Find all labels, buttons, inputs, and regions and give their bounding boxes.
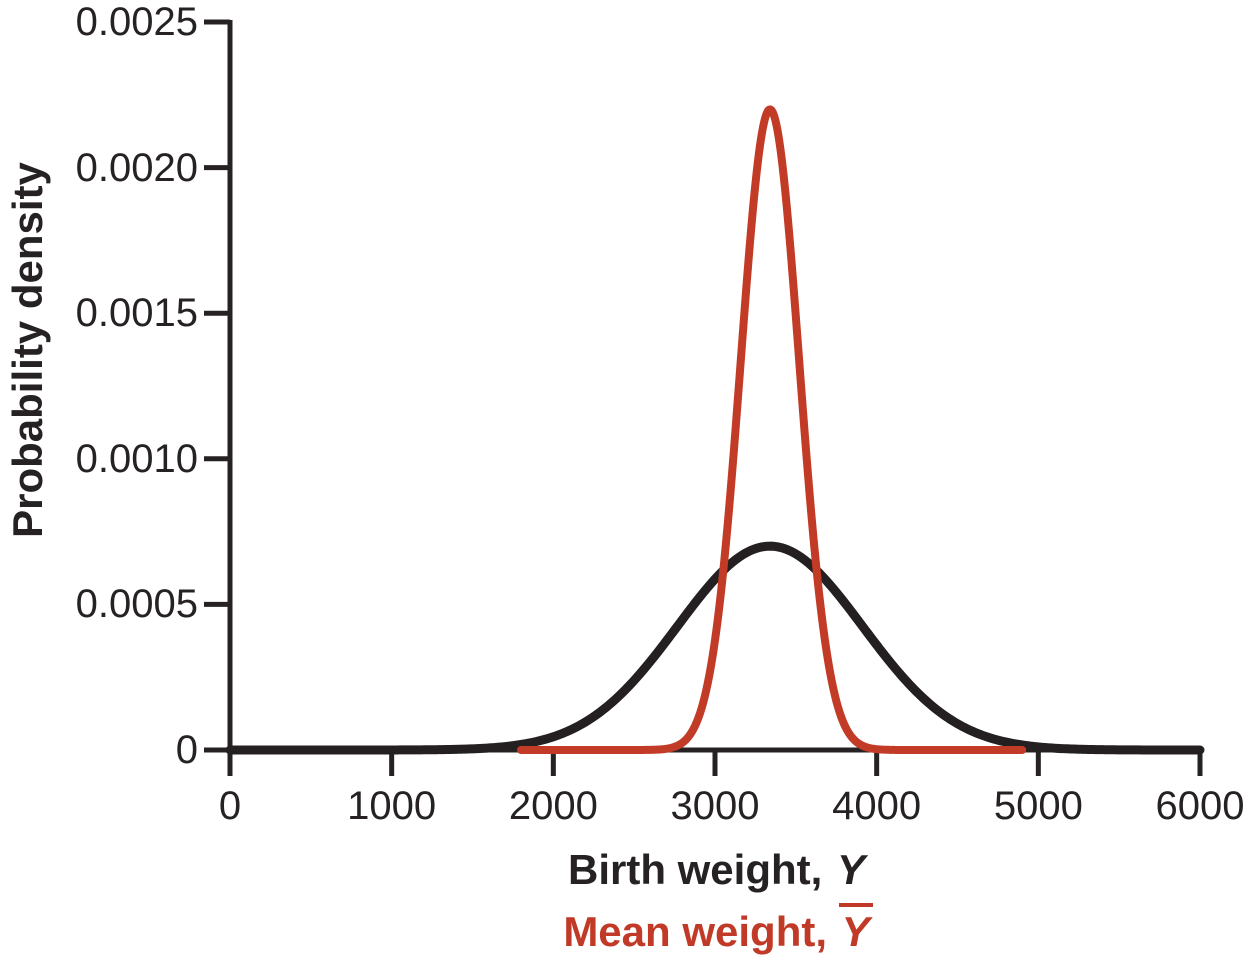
axes: [204, 19, 1203, 776]
x-tick-label: 1000: [347, 784, 437, 828]
x-tick-label: 3000: [670, 784, 760, 828]
y-tick-label: 0.0015: [75, 291, 198, 336]
x-tick-label: 5000: [993, 784, 1083, 828]
curve-birth-weight: [225, 541, 1205, 755]
x-tick-label: 6000: [1155, 784, 1245, 828]
x-axis-title-symbol: Y: [836, 846, 865, 893]
density-curves: [225, 105, 1205, 755]
y-tick-label: 0.0005: [75, 582, 198, 627]
red-series-caption-mean-weight: Mean weight, Y: [318, 903, 1118, 956]
x-tick-label: 4000: [832, 784, 922, 828]
x-tick-label: 0: [218, 784, 242, 828]
red-caption-text: Mean weight,: [563, 908, 839, 955]
x-axis-title-birth-weight: Birth weight, Y: [318, 846, 1118, 894]
y-tick-label: 0.0010: [75, 436, 198, 481]
y-tick-label: 0.0025: [75, 0, 198, 44]
curve-mean-weight: [517, 105, 1027, 754]
x-tick-label: 2000: [508, 784, 598, 828]
red-caption-symbol-ybar: Y: [838, 903, 873, 953]
y-tick-label: 0.0020: [75, 145, 198, 190]
x-axis-title-text: Birth weight,: [567, 846, 834, 893]
y-tick-label: 0: [175, 728, 198, 772]
